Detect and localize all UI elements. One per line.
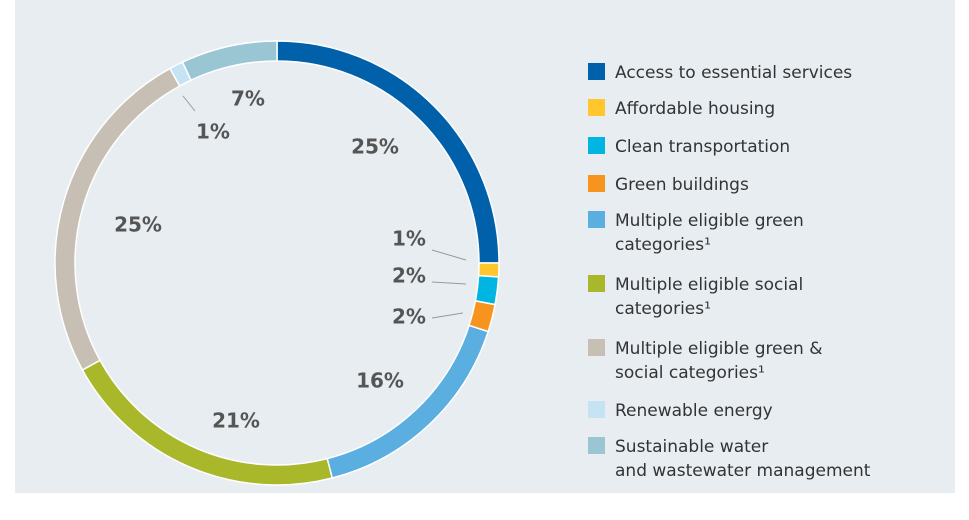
leader-line [431,249,467,261]
data-label: 2% [392,305,426,329]
data-label: 1% [392,227,426,251]
leader-line [431,312,464,319]
legend-label: Access to essential services [615,63,852,83]
legend-swatch [588,437,605,454]
data-label: 16% [356,369,404,393]
legend-swatch [588,99,605,116]
legend-swatch [588,401,605,418]
data-label: 21% [212,409,260,433]
legend-swatch [588,339,605,356]
legend-swatch [588,63,605,80]
legend-label: Multiple eligible green & social categori… [615,339,823,383]
legend-label: Sustainable water and wastewater manageme… [615,437,871,481]
legend-label: Affordable housing [615,99,775,119]
legend-swatch [588,275,605,292]
data-label: 2% [392,264,426,288]
legend-label: Renewable energy [615,401,773,421]
legend-label: Multiple eligible social categories¹ [615,275,803,319]
legend-swatch [588,137,605,154]
legend-swatch [588,175,605,192]
data-label: 25% [114,213,162,237]
legend-swatch [588,211,605,228]
legend-label: Clean transportation [615,137,790,157]
legend-label: Green buildings [615,175,749,195]
leader-line [431,281,467,285]
data-label: 7% [231,87,265,111]
leader-line [182,95,196,112]
legend-label: Multiple eligible green categories¹ [615,211,804,255]
data-label: 25% [351,135,399,159]
donut-segment [477,262,500,278]
data-label: 1% [196,120,230,144]
donut-segment [181,40,278,82]
donut-segment [474,274,500,306]
